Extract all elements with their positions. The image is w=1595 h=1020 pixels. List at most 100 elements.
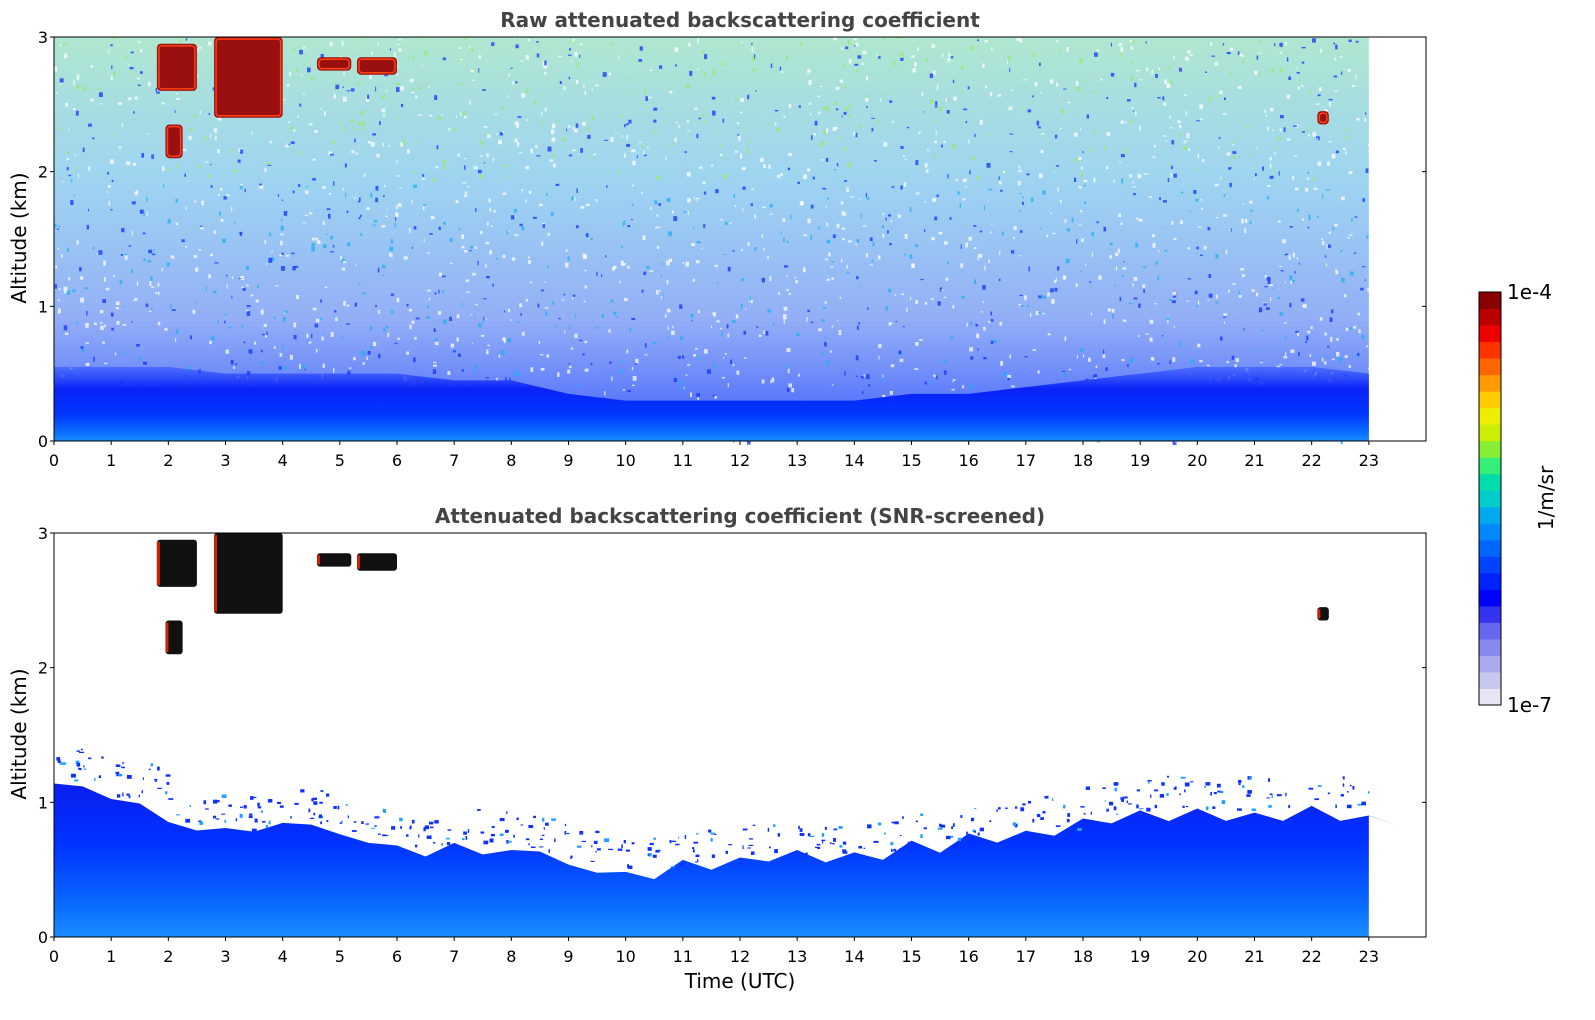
speckle: [381, 108, 386, 113]
speckle: [1367, 791, 1370, 794]
speckle: [740, 303, 743, 309]
speckle: [354, 138, 356, 143]
speckle: [752, 68, 756, 71]
speckle: [505, 829, 509, 833]
speckle: [855, 375, 858, 377]
speckle: [604, 391, 606, 396]
speckle: [198, 46, 202, 49]
speckle: [750, 851, 755, 855]
speckle: [108, 343, 110, 346]
speckle: [1152, 156, 1156, 159]
speckle: [157, 282, 160, 287]
speckle: [280, 225, 284, 231]
speckle: [1157, 96, 1161, 99]
speckle: [919, 339, 923, 341]
speckle: [691, 243, 696, 246]
speckle: [70, 200, 74, 205]
speckle: [241, 372, 244, 374]
speckle: [841, 258, 843, 263]
speckle: [493, 209, 496, 213]
speckle: [310, 76, 315, 80]
speckle: [1019, 230, 1023, 233]
speckle: [377, 310, 381, 312]
speckle: [864, 94, 867, 98]
speckle: [749, 838, 754, 840]
speckle: [1324, 332, 1327, 336]
speckle: [567, 369, 571, 374]
speckle: [812, 176, 815, 180]
speckle: [1038, 126, 1041, 129]
x-tick-label: 1: [106, 947, 116, 966]
speckle: [1288, 76, 1291, 80]
speckle: [170, 255, 175, 259]
speckle: [1333, 42, 1336, 45]
speckle: [398, 116, 401, 121]
speckle: [322, 331, 324, 334]
speckle: [1208, 293, 1213, 298]
speckle: [1270, 297, 1272, 302]
speckle: [292, 266, 296, 271]
x-tick-label: 4: [278, 451, 288, 470]
speckle: [373, 220, 378, 223]
speckle: [1208, 97, 1212, 101]
speckle: [485, 241, 490, 245]
speckle: [1066, 818, 1070, 823]
speckle: [719, 219, 723, 221]
speckle: [278, 366, 282, 370]
speckle: [283, 98, 286, 101]
speckle: [1013, 226, 1017, 230]
speckle: [656, 226, 661, 228]
speckle: [1125, 121, 1127, 125]
x-tick-label: 22: [1301, 947, 1321, 966]
speckle: [519, 151, 522, 154]
speckle: [194, 301, 196, 305]
speckle: [122, 792, 124, 797]
speckle: [73, 80, 75, 86]
speckle: [740, 111, 743, 114]
speckle: [714, 395, 717, 399]
speckle: [540, 289, 545, 292]
speckle: [1342, 776, 1345, 780]
speckle: [1179, 793, 1181, 796]
speckle: [334, 310, 337, 313]
speckle: [1114, 284, 1116, 287]
speckle: [441, 290, 444, 293]
speckle: [835, 108, 839, 111]
speckle: [284, 310, 288, 314]
speckle: [205, 808, 209, 810]
speckle: [432, 178, 437, 183]
speckle: [1222, 43, 1225, 46]
speckle: [1149, 337, 1153, 342]
speckle: [1302, 304, 1307, 309]
speckle: [1121, 798, 1125, 802]
speckle: [1032, 349, 1036, 351]
speckle: [608, 848, 613, 851]
speckle: [231, 276, 234, 279]
speckle: [828, 251, 831, 257]
speckle: [527, 39, 530, 42]
speckle: [962, 178, 967, 183]
speckle: [1286, 57, 1289, 62]
speckle: [266, 331, 268, 336]
speckle: [1353, 252, 1357, 254]
speckle: [408, 308, 413, 312]
speckle: [63, 325, 68, 331]
speckle: [946, 835, 951, 840]
speckle: [568, 125, 571, 128]
speckle: [799, 828, 803, 832]
speckle: [126, 793, 130, 796]
speckle: [584, 340, 588, 344]
speckle: [960, 65, 965, 69]
speckle: [88, 166, 91, 171]
speckle: [283, 366, 288, 370]
speckle: [342, 267, 346, 271]
speckle: [806, 168, 811, 172]
speckle: [900, 57, 904, 61]
speckle: [770, 379, 772, 384]
speckle: [558, 55, 562, 58]
speckle: [1007, 56, 1011, 61]
speckle: [890, 364, 895, 368]
speckle: [99, 310, 104, 314]
speckle: [636, 155, 638, 159]
speckle: [104, 276, 106, 282]
